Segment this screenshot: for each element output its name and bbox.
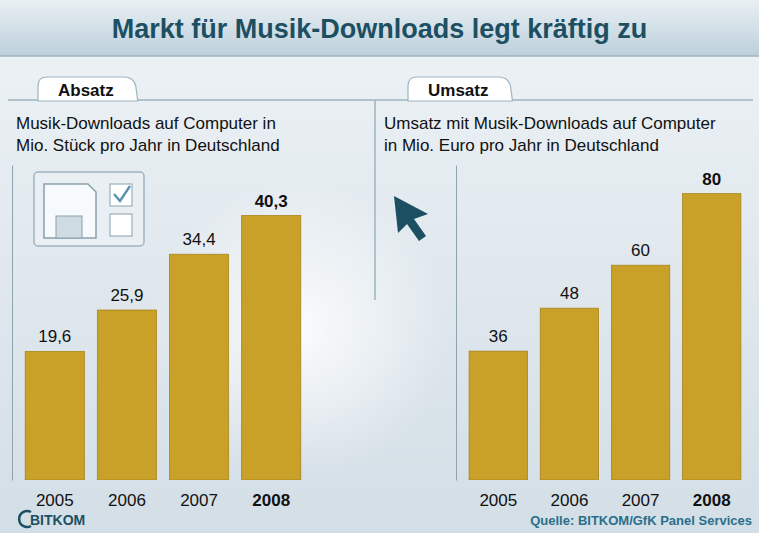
y-axis-line: [12, 166, 13, 481]
x-tick-label: 2006: [108, 491, 146, 510]
data-label: 36: [489, 327, 508, 346]
x-tick: 2008: [693, 491, 731, 510]
x-tick: 2007: [180, 491, 218, 510]
x-tick: 2005: [479, 491, 517, 510]
decor-shape: [44, 184, 96, 238]
decor-glow: [150, 180, 450, 480]
x-tick-label: 2007: [622, 491, 660, 510]
decor-cursor: [394, 196, 428, 241]
bars: [25, 216, 301, 480]
background: [0, 0, 759, 533]
subtitle-line: in Mio. Euro pro Jahr in Deutschland: [384, 136, 659, 155]
subtitle-line: Musik-Downloads auf Computer in: [16, 114, 276, 133]
data-label: 34,4: [183, 230, 216, 249]
chart-svg: Markt für Musik-Downloads legt kräftig z…: [0, 0, 759, 533]
panel-title: Umsatz: [428, 81, 488, 100]
x-tick-label: 2007: [180, 491, 218, 510]
panel-subtitle: Musik-Downloads auf Computer in Mio. Stüc…: [16, 114, 280, 155]
x-tick-label: 2008: [252, 491, 290, 510]
tab-shape: [38, 77, 138, 101]
y-axis-line: [456, 166, 457, 481]
data-label: 19,6: [38, 327, 71, 346]
y-axis: [456, 166, 457, 481]
x-axis: 2005 2006 2007 2008: [36, 491, 290, 510]
bar: [25, 351, 84, 480]
title: Markt für Musik-Downloads legt kräftig z…: [112, 14, 648, 44]
tab-shape: [408, 77, 512, 101]
subtitle-line: Umsatz mit Musik-Downloads auf Computer: [384, 114, 716, 133]
bars: [469, 194, 741, 480]
data-labels: 19,6 25,9 34,4 40,3: [38, 192, 288, 347]
panel-tab: Umsatz: [408, 77, 512, 101]
logo-text: BITKOM: [30, 512, 85, 528]
x-tick: 2006: [551, 491, 589, 510]
data-label: 25,9: [110, 286, 143, 305]
bar: [540, 308, 598, 480]
data-label: 60: [631, 241, 650, 260]
x-tick-label: 2005: [36, 491, 74, 510]
chart-root: Markt für Musik-Downloads legt kräftig z…: [0, 0, 759, 533]
decor-shape: [34, 172, 144, 246]
title-banner: [0, 0, 759, 56]
panel-tab: Absatz: [38, 77, 138, 101]
data-label: 80: [702, 170, 721, 189]
y-axis: [12, 166, 13, 481]
bar: [611, 265, 669, 480]
logo: BITKOM: [19, 511, 85, 528]
decor-shape: [110, 184, 132, 206]
bar: [169, 254, 228, 480]
x-tick: 2006: [108, 491, 146, 510]
bar: [242, 216, 301, 480]
data-label: 40,3: [255, 192, 288, 211]
panel: Absatz Musik-Downloads auf Computer in Mio…: [13, 77, 301, 510]
subtitle-line: Mio. Stück pro Jahr in Deutschland: [16, 136, 280, 155]
bar: [683, 194, 741, 480]
decor-shape: [56, 216, 82, 238]
decor-shape: [110, 214, 132, 236]
panel: Umsatz Umsatz mit Musik-Downloads auf Com…: [384, 77, 741, 510]
panel-subtitle: Umsatz mit Musik-Downloads auf Computer i…: [384, 114, 716, 155]
x-tick: 2008: [252, 491, 290, 510]
decor-shape: [114, 186, 130, 201]
x-tick-label: 2005: [479, 491, 517, 510]
title-rule: [0, 55, 759, 57]
x-axis: 2005 2006 2007 2008: [479, 491, 730, 510]
data-labels: 36 48 60 80: [489, 170, 721, 346]
data-label: 48: [560, 284, 579, 303]
source: Quelle: BITKOM/GfK Panel Services: [530, 513, 752, 528]
decor-floppy: [34, 172, 144, 246]
panel-title: Absatz: [58, 81, 114, 100]
x-tick: 2007: [622, 491, 660, 510]
bar: [97, 310, 156, 480]
bar: [469, 351, 527, 480]
x-tick: 2005: [36, 491, 74, 510]
x-tick-label: 2008: [693, 491, 731, 510]
x-tick-label: 2006: [551, 491, 589, 510]
